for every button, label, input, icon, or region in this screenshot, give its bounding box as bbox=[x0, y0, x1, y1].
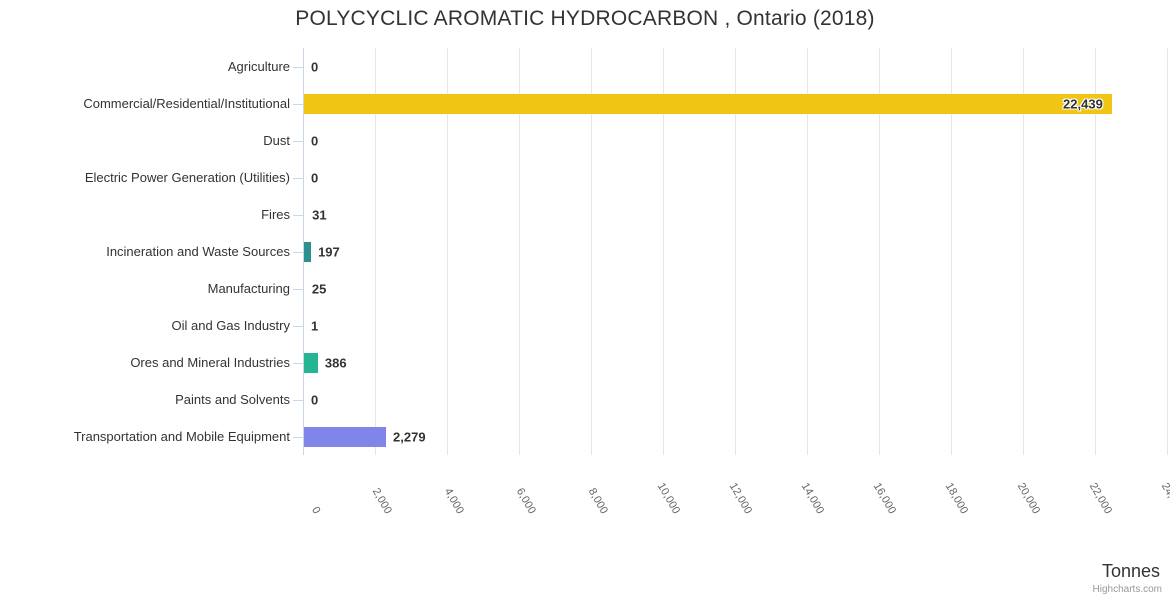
category-tick bbox=[293, 214, 303, 216]
x-tick-label: 14,000 bbox=[799, 480, 827, 516]
x-tick-label: 10,000 bbox=[655, 480, 683, 516]
value-label: 2,279 bbox=[393, 429, 426, 444]
gridline bbox=[663, 48, 664, 455]
gridline bbox=[735, 48, 736, 455]
gridline bbox=[447, 48, 448, 455]
x-tick-label: 22,000 bbox=[1087, 480, 1115, 516]
category-label: Incineration and Waste Sources bbox=[106, 243, 290, 259]
gridline bbox=[807, 48, 808, 455]
category-tick bbox=[293, 399, 303, 401]
x-tick-label: 0 bbox=[308, 504, 323, 516]
category-label: Dust bbox=[263, 132, 290, 148]
bar[interactable] bbox=[304, 93, 1112, 114]
category-tick bbox=[293, 140, 303, 142]
value-label: 0 bbox=[311, 392, 319, 407]
x-axis-title: Tonnes bbox=[1101, 561, 1160, 581]
gridline bbox=[519, 48, 520, 455]
value-label: 386 bbox=[324, 355, 347, 370]
value-label: 31 bbox=[312, 207, 327, 222]
x-tick-label: 2,000 bbox=[370, 486, 395, 516]
y-axis-line bbox=[303, 48, 304, 455]
value-label: 25 bbox=[311, 281, 327, 296]
x-tick-label: 16,000 bbox=[871, 480, 899, 516]
category-tick bbox=[293, 251, 303, 253]
category-label: Agriculture bbox=[227, 58, 290, 74]
value-label: 0 bbox=[311, 170, 319, 185]
category-label: Commercial/Residential/Institutional bbox=[83, 95, 290, 111]
value-label: 197 bbox=[318, 244, 340, 259]
gridline bbox=[1167, 48, 1168, 455]
value-label: 22,439 bbox=[1063, 96, 1103, 111]
category-tick bbox=[293, 325, 303, 327]
gridline bbox=[879, 48, 880, 455]
gridline bbox=[1095, 48, 1096, 455]
category-tick bbox=[293, 288, 303, 290]
category-tick bbox=[293, 103, 303, 105]
category-label: Electric Power Generation (Utilities) bbox=[84, 169, 290, 185]
category-label: Paints and Solvents bbox=[175, 391, 290, 407]
value-label: 0 bbox=[311, 133, 319, 148]
value-label: 0 bbox=[311, 59, 319, 74]
gridline bbox=[1023, 48, 1024, 455]
x-tick-label: 24,000 bbox=[1159, 480, 1170, 516]
x-tick-label: 6,000 bbox=[514, 486, 539, 516]
category-label: Ores and Mineral Industries bbox=[130, 354, 290, 370]
category-label: Fires bbox=[261, 206, 290, 222]
gridline bbox=[375, 48, 376, 455]
bar[interactable] bbox=[304, 241, 311, 262]
category-tick bbox=[293, 436, 303, 438]
highcharts-credits[interactable]: Highcharts.com bbox=[1092, 584, 1162, 595]
bar[interactable] bbox=[304, 426, 386, 447]
x-tick-label: 4,000 bbox=[442, 486, 467, 516]
x-tick-label: 18,000 bbox=[943, 480, 971, 516]
gridline bbox=[951, 48, 952, 455]
category-label: Transportation and Mobile Equipment bbox=[73, 428, 290, 444]
x-tick-label: 8,000 bbox=[586, 486, 611, 516]
category-label: Oil and Gas Industry bbox=[171, 317, 291, 333]
x-tick-label: 12,000 bbox=[727, 480, 755, 516]
category-tick bbox=[293, 177, 303, 179]
chart-title: POLYCYCLIC AROMATIC HYDROCARBON , Ontari… bbox=[295, 7, 875, 30]
value-label: 1 bbox=[311, 318, 319, 333]
bar[interactable] bbox=[304, 352, 318, 373]
category-tick bbox=[293, 66, 303, 68]
category-tick bbox=[293, 362, 303, 364]
category-label: Manufacturing bbox=[207, 280, 290, 296]
x-tick-label: 20,000 bbox=[1015, 480, 1043, 516]
gridline bbox=[591, 48, 592, 455]
